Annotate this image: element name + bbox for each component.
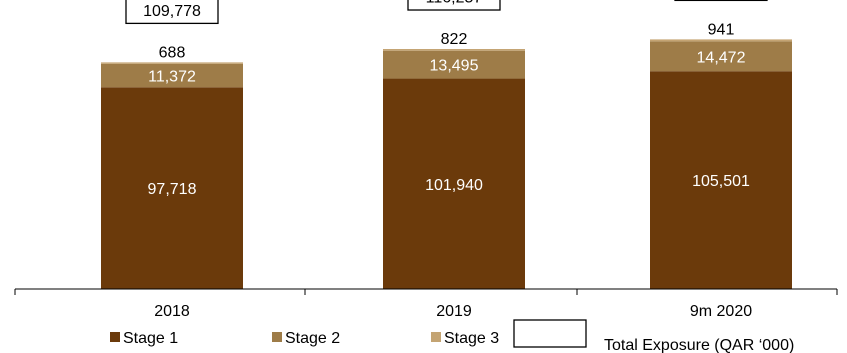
- legend-label-stage-3: Stage 3: [444, 330, 499, 347]
- legend: Stage 1 Stage 2 Stage 3 Total Exposure (QAR…: [110, 319, 794, 353]
- bar-stage-1-0: [101, 87, 243, 289]
- legend-swatch-stage-2: [272, 332, 282, 342]
- bar-stage-1-2: [650, 71, 792, 289]
- x-tick-label-1: 2019: [436, 303, 472, 320]
- bar-stage-2-2: [650, 41, 792, 72]
- bar-stage-3-2: [650, 39, 792, 42]
- bar-stage-2-0: [101, 63, 243, 88]
- total-box-0: [125, 0, 219, 25]
- x-tick-label-2: 9m 2020: [690, 303, 752, 320]
- x-axis-ticks: [14, 289, 838, 295]
- bar-stage-2-1: [383, 50, 525, 79]
- value-label-stage-3-1: 822: [441, 31, 468, 48]
- legend-label-total-exposure: Total Exposure (QAR ‘000): [604, 337, 794, 353]
- value-label-stage-2-0: 11,372: [148, 69, 196, 86]
- legend-swatch-stage-3: [431, 332, 441, 342]
- value-label-stage-2-2: 14,472: [697, 49, 746, 66]
- total-box-1: [407, 0, 501, 11]
- legend-label-stage-1: Stage 1: [123, 330, 178, 347]
- value-labels: 97,718 11,372 688 109,778 2018 101,940 13,495 8…: [125, 0, 768, 320]
- value-label-stage-1-1: 101,940: [425, 177, 483, 194]
- value-label-stage-3-2: 941: [708, 21, 735, 38]
- legend-swatch-total-exposure: [513, 319, 587, 348]
- bar-stage-1-1: [383, 78, 525, 289]
- legend-label-stage-2: Stage 2: [285, 330, 340, 347]
- value-label-stage-3-0: 688: [159, 44, 186, 61]
- total-label-0: 109,778: [143, 3, 201, 20]
- bar-stage-3-0: [101, 62, 243, 64]
- bar-stage-3-1: [383, 49, 525, 51]
- value-label-stage-1-0: 97,718: [148, 181, 197, 198]
- total-label-1: 116,257: [426, 0, 483, 7]
- value-label-stage-2-1: 13,495: [430, 58, 479, 75]
- legend-swatch-stage-1: [110, 332, 120, 342]
- x-tick-label-0: 2018: [154, 303, 190, 320]
- value-label-stage-1-2: 105,501: [692, 173, 750, 190]
- bar-layer: [101, 39, 792, 289]
